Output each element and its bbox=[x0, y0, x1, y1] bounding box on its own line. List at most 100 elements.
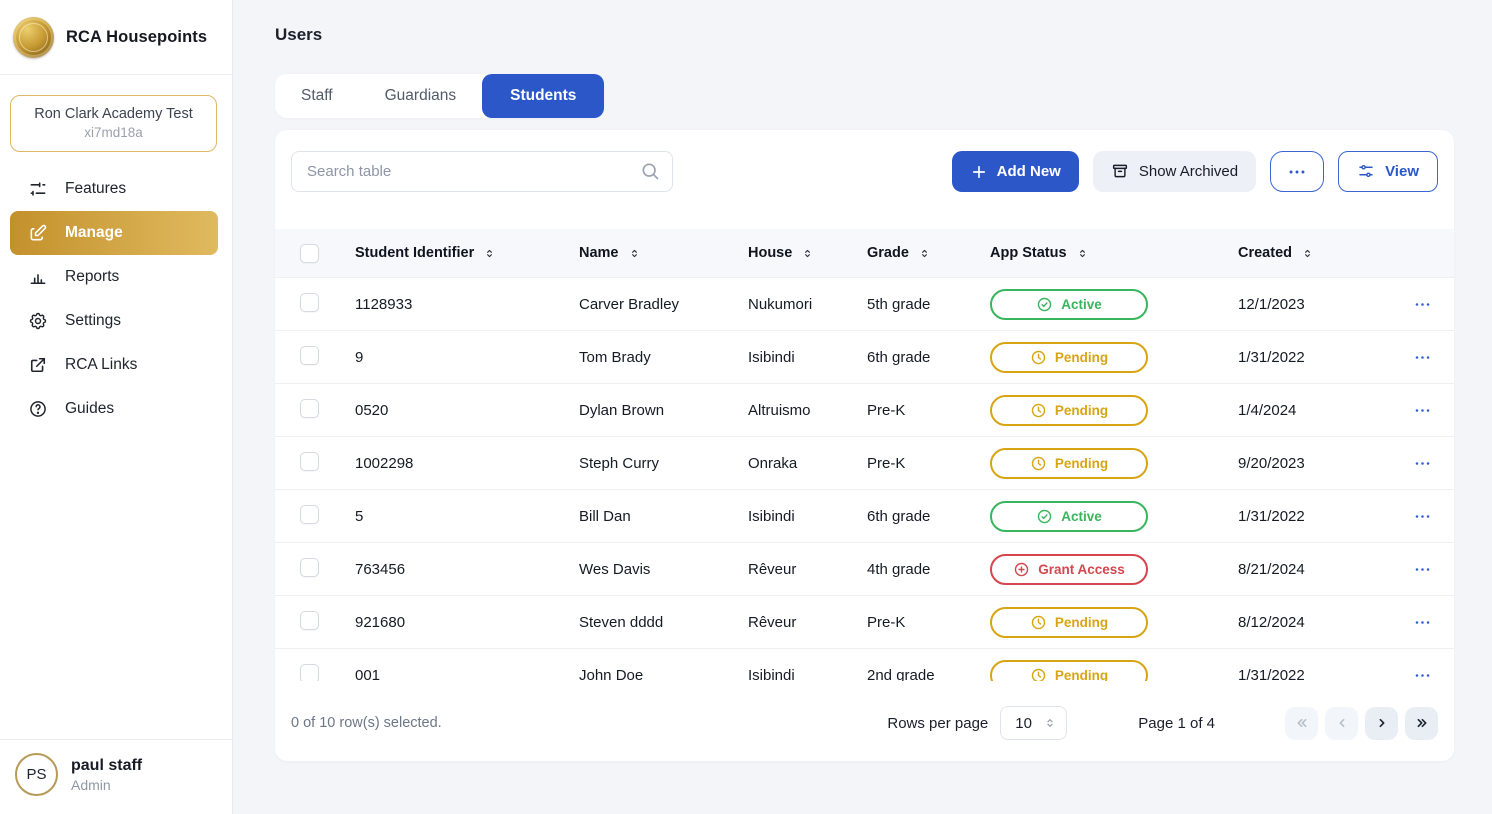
sidebar-item-rca-links[interactable]: RCA Links bbox=[10, 343, 218, 387]
row-checkbox[interactable] bbox=[300, 292, 319, 312]
row-actions-button[interactable] bbox=[1407, 398, 1437, 422]
search-input[interactable] bbox=[291, 151, 673, 192]
more-actions-button[interactable] bbox=[1270, 151, 1325, 192]
cell-name: Wes Davis bbox=[579, 560, 651, 578]
cell-grade: 2nd grade bbox=[867, 666, 935, 682]
check-circle-icon bbox=[1036, 296, 1053, 313]
cell-student-identifier: 1002298 bbox=[355, 454, 414, 472]
cell-student-identifier: 1128933 bbox=[355, 295, 413, 313]
column-header-student-identifier[interactable]: Student Identifier bbox=[340, 245, 564, 261]
cell-house: Nukumori bbox=[748, 295, 813, 313]
status-label: Pending bbox=[1054, 455, 1109, 471]
cell-app-status: Pending bbox=[975, 341, 1223, 373]
status-badge: Pending bbox=[990, 606, 1148, 638]
first-page-button[interactable] bbox=[1285, 706, 1318, 740]
row-actions-cell bbox=[1390, 398, 1454, 422]
ellipsis-icon bbox=[1286, 161, 1308, 183]
edit-icon bbox=[28, 223, 48, 243]
cell-created: 12/1/2023 bbox=[1238, 295, 1305, 313]
row-actions-button[interactable] bbox=[1407, 451, 1437, 475]
row-checkbox[interactable] bbox=[300, 504, 319, 524]
row-checkbox[interactable] bbox=[300, 451, 319, 471]
sidebar-item-manage[interactable]: Manage bbox=[10, 211, 218, 255]
gear-icon bbox=[28, 311, 48, 331]
row-actions-button[interactable] bbox=[1407, 610, 1437, 634]
avatar[interactable]: PS bbox=[15, 753, 58, 796]
view-sliders-icon bbox=[1357, 162, 1376, 181]
row-checkbox[interactable] bbox=[300, 557, 319, 577]
row-checkbox[interactable] bbox=[300, 398, 319, 418]
sidebar-item-guides[interactable]: Guides bbox=[10, 387, 218, 431]
table-row: 0520 Dylan Brown Altruismo Pre-K bbox=[275, 384, 1454, 437]
show-archived-button[interactable]: Show Archived bbox=[1092, 151, 1257, 192]
select-all-checkbox[interactable] bbox=[300, 243, 319, 263]
column-header-grade[interactable]: Grade bbox=[852, 245, 975, 261]
cell-house: Rêveur bbox=[748, 613, 797, 631]
table-row: 001 John Doe Isibindi 2nd grade bbox=[275, 649, 1454, 681]
sort-icon bbox=[628, 247, 641, 260]
cell-name: Tom Brady bbox=[579, 348, 651, 366]
tab-guardians[interactable]: Guardians bbox=[359, 74, 483, 118]
org-selector-card[interactable]: Ron Clark Academy Test xi7md18a bbox=[10, 95, 217, 152]
selection-status: 0 of 10 row(s) selected. bbox=[291, 715, 442, 731]
cell-name: Dylan Brown bbox=[579, 401, 665, 419]
view-button[interactable]: View bbox=[1338, 151, 1438, 192]
cell-name: Steph Curry bbox=[579, 454, 660, 472]
column-header-house[interactable]: House bbox=[733, 245, 852, 261]
column-label: Name bbox=[579, 245, 619, 261]
cell-house: Rêveur bbox=[748, 560, 797, 578]
column-header-app-status[interactable]: App Status bbox=[975, 245, 1223, 261]
sidebar-header: RCA Housepoints bbox=[0, 0, 232, 75]
table-row: 1002298 Steph Curry Onraka Pre-K bbox=[275, 437, 1454, 490]
row-actions-button[interactable] bbox=[1407, 345, 1437, 369]
row-checkbox[interactable] bbox=[300, 345, 319, 365]
row-actions-button[interactable] bbox=[1407, 663, 1437, 681]
cell-house: Isibindi bbox=[748, 666, 795, 682]
cell-name: John Doe bbox=[579, 666, 644, 682]
row-select-cell bbox=[275, 663, 340, 681]
cell-grade: Pre-K bbox=[867, 454, 906, 472]
row-actions-cell bbox=[1390, 451, 1454, 475]
cell-name: Carver Bradley bbox=[579, 295, 680, 313]
rows-per-page-select[interactable]: 10 bbox=[1000, 706, 1068, 740]
row-actions-button[interactable] bbox=[1407, 292, 1437, 316]
plus-icon bbox=[970, 163, 988, 181]
status-badge: Pending bbox=[990, 394, 1148, 426]
table-row: 921680 Steven dddd Rêveur Pre-K bbox=[275, 596, 1454, 649]
cell-name: Bill Dan bbox=[579, 507, 631, 525]
row-select-cell bbox=[275, 610, 340, 634]
cell-created: 1/4/2024 bbox=[1238, 401, 1297, 419]
tab-staff[interactable]: Staff bbox=[275, 74, 359, 118]
column-label: App Status bbox=[990, 245, 1067, 261]
table-scroll-area[interactable]: Student Identifier Name House Grade bbox=[275, 229, 1454, 681]
row-actions-button[interactable] bbox=[1407, 557, 1437, 581]
sidebar-item-reports[interactable]: Reports bbox=[10, 255, 218, 299]
column-header-created[interactable]: Created bbox=[1223, 245, 1390, 261]
status-badge[interactable]: Grant Access bbox=[990, 553, 1148, 585]
row-checkbox[interactable] bbox=[300, 663, 319, 681]
tab-students[interactable]: Students bbox=[482, 74, 605, 118]
cell-grade: Pre-K bbox=[867, 401, 906, 419]
user-role: Admin bbox=[71, 776, 111, 793]
cell-app-status: Pending bbox=[975, 659, 1223, 681]
row-actions-button[interactable] bbox=[1407, 504, 1437, 528]
status-label: Pending bbox=[1054, 614, 1109, 630]
cell-grade: 4th grade bbox=[867, 560, 931, 578]
prev-page-button[interactable] bbox=[1325, 706, 1358, 740]
row-actions-cell bbox=[1390, 610, 1454, 634]
plus-circle-icon bbox=[1013, 561, 1030, 578]
row-checkbox[interactable] bbox=[300, 610, 319, 630]
cell-student-identifier: 5 bbox=[355, 507, 364, 525]
sidebar-item-settings[interactable]: Settings bbox=[10, 299, 218, 343]
last-page-button[interactable] bbox=[1405, 706, 1438, 740]
cell-app-status: Pending bbox=[975, 394, 1223, 426]
user-profile[interactable]: PS paul staff Admin bbox=[0, 739, 232, 814]
page-title: Users bbox=[275, 25, 323, 44]
bar-chart-icon bbox=[28, 267, 48, 287]
add-new-button[interactable]: Add New bbox=[951, 151, 1079, 192]
cell-student-identifier: 9 bbox=[355, 348, 364, 366]
column-header-name[interactable]: Name bbox=[564, 245, 733, 261]
cell-app-status: Pending bbox=[975, 606, 1223, 638]
next-page-button[interactable] bbox=[1365, 706, 1398, 740]
sidebar-item-features[interactable]: Features bbox=[10, 167, 218, 211]
